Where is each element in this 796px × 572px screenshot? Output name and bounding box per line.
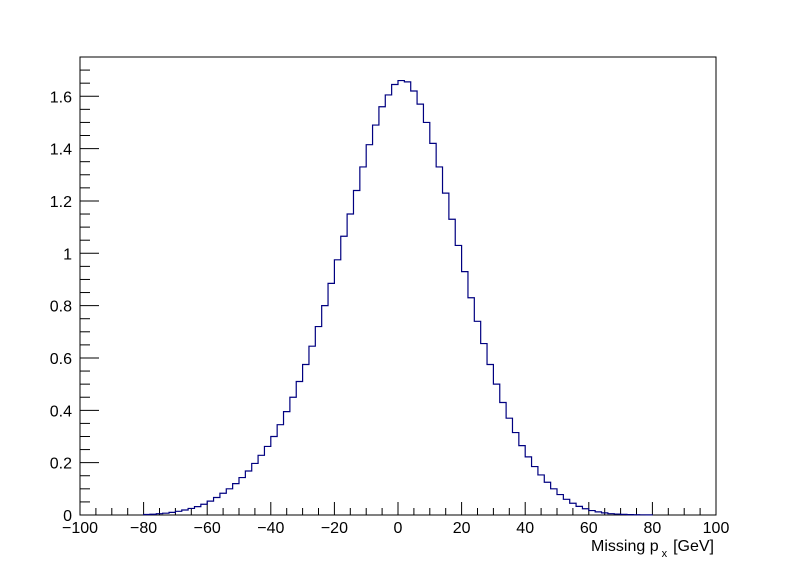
x-tick-label: 60 [580,520,598,537]
y-tick-label: 1.6 [50,89,72,106]
x-axis-title-subscript: x [662,548,668,560]
y-tick-label: 0.6 [50,351,72,368]
series-line [143,79,653,516]
x-tick-label: 20 [453,520,471,537]
y-tick-label: 0.4 [50,403,72,420]
y-tick-label: 1 [63,246,72,263]
x-tick-label: 80 [644,520,662,537]
y-tick-label: 0 [63,508,72,525]
x-tick-label: −20 [321,520,348,537]
x-tick-label: 100 [703,520,730,537]
y-tick-label: 0.2 [50,456,72,473]
x-tick-label: 0 [394,520,403,537]
x-axis-title-unit: [GeV] [673,538,714,555]
y-tick-label: 0.8 [50,299,72,316]
x-axis: −100 −80 −60 −40 −20 0 20 40 60 80 100 [62,502,729,537]
x-tick-label: −80 [130,520,157,537]
y-tick-label: 1.4 [50,142,72,159]
x-tick-label: −40 [257,520,284,537]
x-tick-label: −60 [194,520,221,537]
y-axis: 0 0.2 0.4 0.6 0.8 1 1.2 1.4 1.6 [50,69,99,525]
x-axis-title: Missing p x [GeV] [591,538,714,560]
x-tick-label: 40 [516,520,534,537]
y-tick-label: 1.2 [50,194,72,211]
x-tick-label: −100 [62,520,98,537]
